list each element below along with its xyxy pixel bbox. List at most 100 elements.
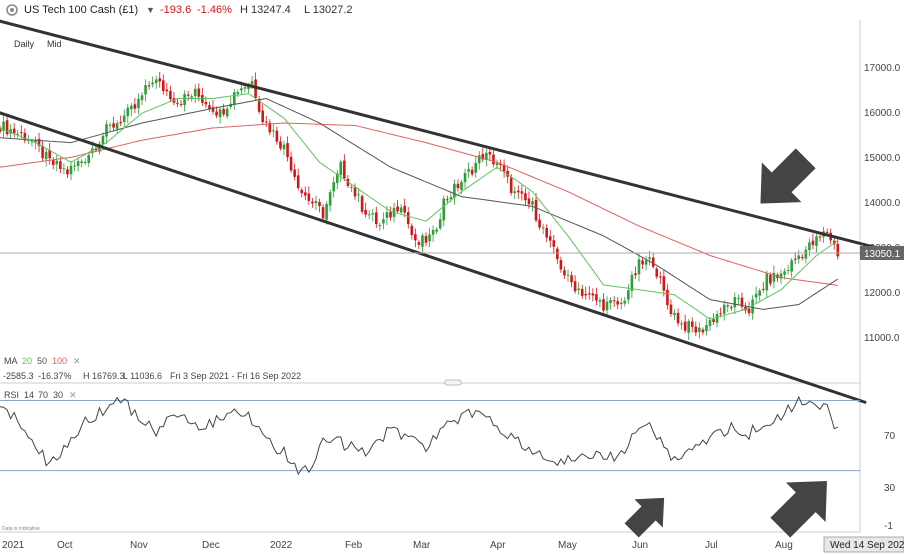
close-icon[interactable]: ✕: [69, 390, 77, 400]
candle: [186, 90, 190, 101]
candle-body: [293, 169, 296, 177]
candle-body: [105, 124, 108, 137]
rsi-legend[interactable]: RSI 14 70 30 ✕: [4, 390, 77, 400]
candle-body: [314, 200, 318, 204]
rsi-y-tick-label: -1: [884, 521, 893, 532]
candle-body: [51, 159, 55, 165]
candle-body: [286, 143, 289, 158]
rsi-param-period: 14: [24, 390, 34, 400]
candle: [0, 125, 2, 134]
candle-body: [41, 145, 44, 159]
candle: [144, 79, 147, 102]
candle-body: [726, 305, 730, 307]
range-change-pct: -16.37%: [38, 371, 72, 381]
candle-body: [659, 276, 662, 278]
candle: [314, 196, 318, 211]
candle: [193, 84, 197, 103]
candle: [179, 100, 183, 107]
range-change: -2585.3: [3, 371, 34, 381]
candle: [442, 195, 446, 227]
chevron-down-icon[interactable]: ▼: [146, 5, 155, 15]
candle: [737, 294, 740, 306]
candle: [364, 202, 367, 218]
candle: [66, 166, 69, 179]
current-date-label: Wed 14 Sep 2022: [830, 540, 904, 551]
rsi-line: [0, 395, 839, 476]
candle-body: [705, 325, 708, 332]
candle: [208, 101, 211, 112]
candle-body: [140, 95, 144, 101]
candle: [705, 318, 708, 336]
candle: [105, 120, 108, 144]
chart-settings-icon[interactable]: [5, 3, 19, 17]
close-icon[interactable]: ✕: [73, 356, 81, 366]
candle-body: [289, 156, 293, 171]
candle: [470, 166, 474, 177]
session-low: L 13027.2: [304, 4, 353, 16]
candle: [793, 252, 797, 265]
candle: [655, 266, 659, 280]
candle-body: [541, 227, 545, 229]
rsi-y-tick-label: 70: [884, 431, 896, 442]
candle-body: [634, 273, 637, 276]
candle-body: [786, 269, 790, 271]
candle-body: [754, 293, 758, 298]
candle-body: [385, 212, 389, 218]
candle-body: [570, 275, 573, 283]
candle-body: [414, 234, 417, 241]
candle-body: [44, 151, 48, 160]
candle-body: [712, 319, 715, 322]
channel-upper-line[interactable]: [0, 10, 888, 253]
candle: [233, 88, 236, 110]
candle: [517, 185, 520, 199]
candle: [318, 198, 321, 213]
candle: [339, 159, 343, 183]
candle-body: [183, 94, 186, 106]
candle: [747, 301, 751, 317]
candle-body: [836, 243, 840, 257]
candle-body: [311, 201, 314, 204]
candle: [215, 106, 218, 119]
candle-body: [222, 108, 225, 115]
instrument-name[interactable]: US Tech 100 Cash (£1): [24, 4, 139, 16]
timeframe-selector[interactable]: Daily: [14, 39, 35, 49]
candle: [112, 116, 115, 132]
candle-body: [197, 88, 201, 97]
candle: [580, 284, 584, 299]
candle: [335, 169, 339, 190]
candle: [37, 132, 41, 153]
candle: [804, 245, 808, 264]
candle: [687, 319, 690, 340]
candle-body: [357, 194, 360, 196]
x-tick-label: Dec: [202, 540, 220, 551]
candle-body: [335, 173, 339, 184]
candle: [140, 92, 144, 106]
candle-body: [69, 165, 73, 175]
price-type-selector[interactable]: Mid: [47, 39, 62, 49]
pane-resize-handle[interactable]: [444, 379, 462, 386]
candle: [513, 186, 517, 199]
candle-body: [9, 129, 12, 134]
candle: [165, 82, 169, 97]
candle-body: [122, 115, 126, 122]
candle: [485, 149, 488, 167]
candle: [659, 271, 662, 285]
ma-legend[interactable]: MA 20 50 100 ✕: [4, 356, 81, 366]
gear-icon: [6, 4, 18, 16]
candle: [282, 140, 286, 156]
candle-body: [208, 105, 211, 109]
candle: [435, 227, 438, 235]
candle-body: [694, 326, 698, 333]
x-tick-label: 2022: [270, 540, 293, 551]
candle-body: [5, 120, 9, 135]
candle: [552, 234, 556, 254]
range-period: Fri 3 Sep 2021 - Fri 16 Sep 2022: [170, 371, 301, 381]
candle-body: [144, 85, 147, 95]
candle: [169, 85, 172, 102]
candle: [130, 103, 133, 117]
candle: [577, 282, 580, 295]
candle-body: [435, 229, 438, 232]
candle: [44, 148, 48, 167]
candle: [257, 95, 261, 114]
